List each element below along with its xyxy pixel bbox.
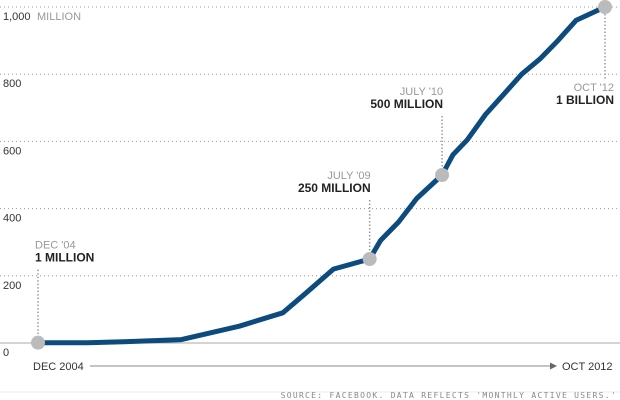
annotation-leader-lines [37, 7, 606, 343]
annotation-value-1: 250 MILLION [298, 181, 371, 195]
annotation-date-0: DEC '04 [35, 240, 76, 252]
y-tick-label-800: 800 [3, 78, 21, 90]
y-tick-label-200: 200 [3, 280, 21, 292]
annotation-value-0: 1 MILLION [35, 251, 94, 265]
y-unit-label: MILLION [37, 11, 81, 23]
data-marker-2 [435, 168, 450, 182]
y-tick-label-1000: 1,000 [3, 11, 31, 23]
y-tick-label-0: 0 [3, 347, 9, 359]
annotation-date-1: JULY '09 [327, 170, 370, 182]
gridlines [0, 6, 620, 277]
data-marker-1 [362, 252, 377, 266]
x-label-start: DEC 2004 [33, 361, 84, 373]
y-tick-label-600: 600 [3, 145, 21, 157]
annotation-value-3: 1 BILLION [556, 93, 614, 107]
y-axis-ticks: 0 200 400 600 800 1,000 MILLION [3, 11, 81, 359]
annotation-markers [31, 0, 612, 350]
annotation-value-2: 500 MILLION [370, 97, 443, 111]
data-marker-0 [31, 335, 45, 350]
source-note: SOURCE: FACEBOOK. DATA REFLECTS 'MONTHLY… [281, 391, 617, 400]
annotation-date-2: JULY '10 [400, 86, 443, 98]
x-label-end: OCT 2012 [562, 361, 613, 373]
series-line-monthly-active-users [35, 4, 608, 346]
data-marker-3 [598, 0, 612, 14]
arrow-right-icon [550, 362, 557, 370]
annotation-date-3: OCT '12 [574, 82, 614, 94]
y-tick-label-400: 400 [3, 213, 21, 225]
